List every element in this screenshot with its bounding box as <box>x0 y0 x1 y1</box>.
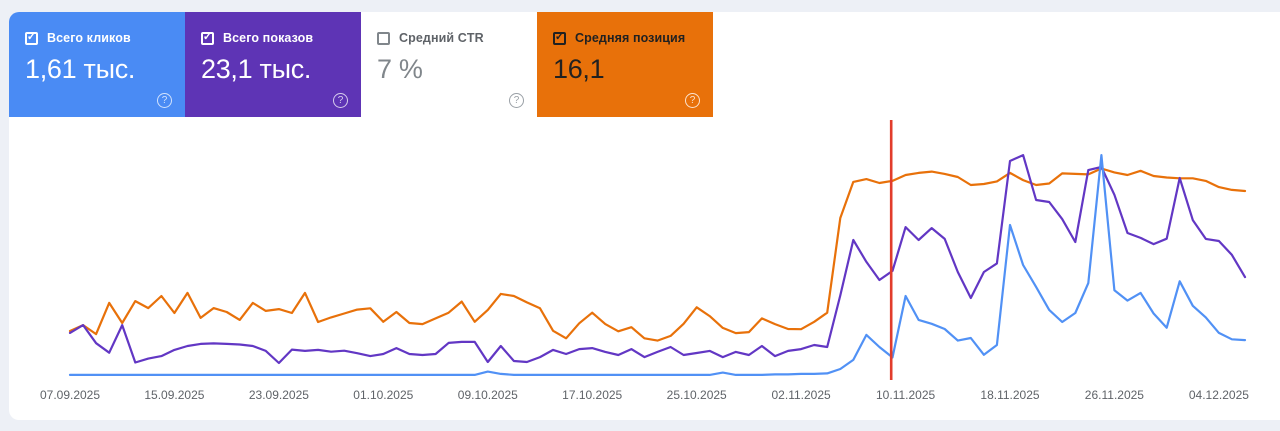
impressions-checkbox[interactable]: ✓ <box>201 31 214 45</box>
x-axis-label: 04.12.2025 <box>1188 388 1249 402</box>
x-axis-label: 17.10.2025 <box>562 388 623 402</box>
card-header: ✓ Всего показов <box>201 31 349 45</box>
metric-card-position[interactable]: ✓ Средняя позиция 16,1 ? <box>537 12 713 117</box>
x-axis-label: 09.10.2025 <box>457 388 518 402</box>
card-header: Средний CTR <box>377 31 525 45</box>
help-icon[interactable]: ? <box>157 93 172 108</box>
performance-chart[interactable]: 07.09.2025 15.09.2025 23.09.2025 01.10.2025… <box>9 117 1280 420</box>
position-checkbox[interactable]: ✓ <box>553 31 566 45</box>
checkmark-icon: ✓ <box>554 31 565 43</box>
metric-card-impressions[interactable]: ✓ Всего показов 23,1 тыс. ? <box>185 12 361 117</box>
x-axis-label: 15.09.2025 <box>144 388 205 402</box>
checkmark-icon: ✓ <box>202 31 213 43</box>
checkmark-icon: ✓ <box>26 31 37 43</box>
series-line-Средняя позиция <box>68 167 1247 342</box>
help-icon[interactable]: ? <box>685 93 700 108</box>
performance-panel: ✓ Всего кликов 1,61 тыс. ? ✓ Всего показ… <box>9 12 1280 420</box>
x-axis-label: 18.11.2025 <box>980 388 1040 402</box>
series-line-Всего кликов <box>68 154 1247 376</box>
impressions-value: 23,1 тыс. <box>201 54 312 84</box>
x-axis-label: 01.10.2025 <box>353 388 414 402</box>
x-axis-label: 10.11.2025 <box>876 388 936 402</box>
x-axis-label: 02.11.2025 <box>771 388 831 402</box>
series-line-Всего показов <box>68 154 1247 365</box>
chart-canvas <box>68 120 1247 380</box>
x-axis-label: 25.10.2025 <box>666 388 727 402</box>
metric-cards-row: ✓ Всего кликов 1,61 тыс. ? ✓ Всего показ… <box>9 12 713 117</box>
help-icon[interactable]: ? <box>509 93 524 108</box>
position-value: 16,1 <box>553 54 605 84</box>
clicks-label: Всего кликов <box>47 31 131 45</box>
clicks-checkbox[interactable]: ✓ <box>25 31 38 45</box>
x-axis-label: 07.09.2025 <box>39 388 101 402</box>
impressions-label: Всего показов <box>223 31 314 45</box>
clicks-value: 1,61 тыс. <box>25 54 136 84</box>
ctr-value: 7 % <box>377 54 423 84</box>
help-icon[interactable]: ? <box>333 93 348 108</box>
x-axis-label: 23.09.2025 <box>248 388 309 402</box>
card-header: ✓ Всего кликов <box>25 31 173 45</box>
ctr-label: Средний CTR <box>399 31 484 45</box>
card-header: ✓ Средняя позиция <box>553 31 701 45</box>
position-label: Средняя позиция <box>575 31 686 45</box>
metric-card-ctr[interactable]: Средний CTR 7 % ? <box>361 12 537 117</box>
metric-card-clicks[interactable]: ✓ Всего кликов 1,61 тыс. ? <box>9 12 185 117</box>
x-axis-label: 26.11.2025 <box>1084 388 1144 402</box>
ctr-checkbox[interactable] <box>377 31 390 45</box>
